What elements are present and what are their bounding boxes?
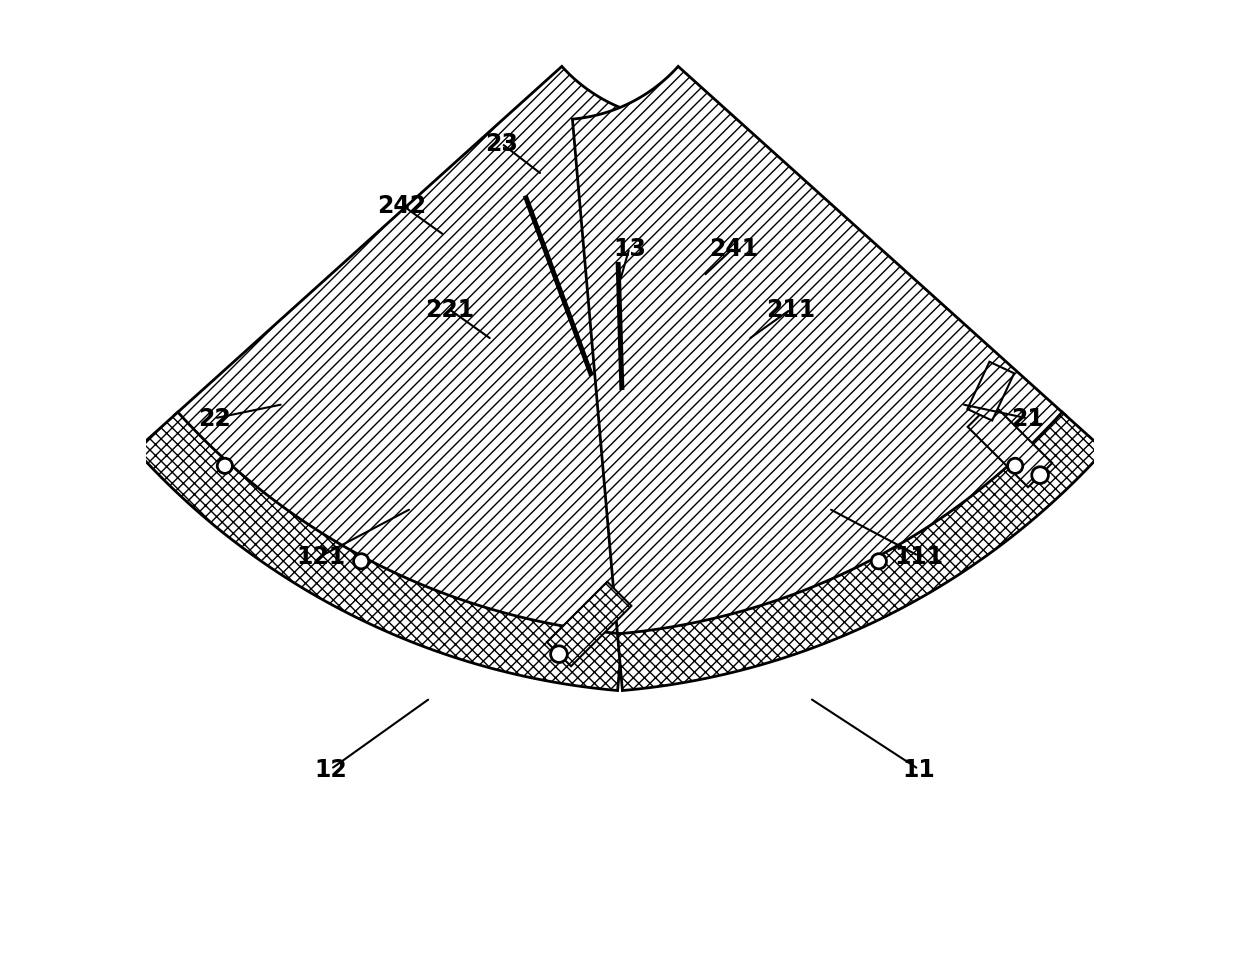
Text: 11: 11 [903, 757, 935, 781]
Polygon shape [573, 67, 1065, 639]
Polygon shape [175, 67, 667, 639]
Text: 211: 211 [766, 298, 815, 322]
Polygon shape [135, 412, 622, 691]
Text: 23: 23 [485, 133, 518, 157]
Circle shape [217, 458, 232, 474]
Polygon shape [547, 582, 631, 667]
Text: 21: 21 [1012, 407, 1044, 431]
Text: 22: 22 [198, 407, 231, 431]
Text: 242: 242 [377, 194, 427, 218]
Circle shape [1032, 467, 1049, 484]
Polygon shape [618, 412, 1105, 691]
Circle shape [1008, 458, 1023, 474]
Text: 121: 121 [296, 544, 346, 568]
Circle shape [353, 554, 368, 569]
Polygon shape [967, 404, 1053, 487]
Text: 12: 12 [315, 757, 347, 781]
Circle shape [872, 554, 887, 569]
Circle shape [551, 646, 568, 663]
Polygon shape [967, 362, 1014, 421]
Text: 13: 13 [613, 236, 646, 260]
Text: 221: 221 [425, 298, 474, 322]
Text: 241: 241 [709, 236, 759, 260]
Text: 111: 111 [894, 544, 944, 568]
